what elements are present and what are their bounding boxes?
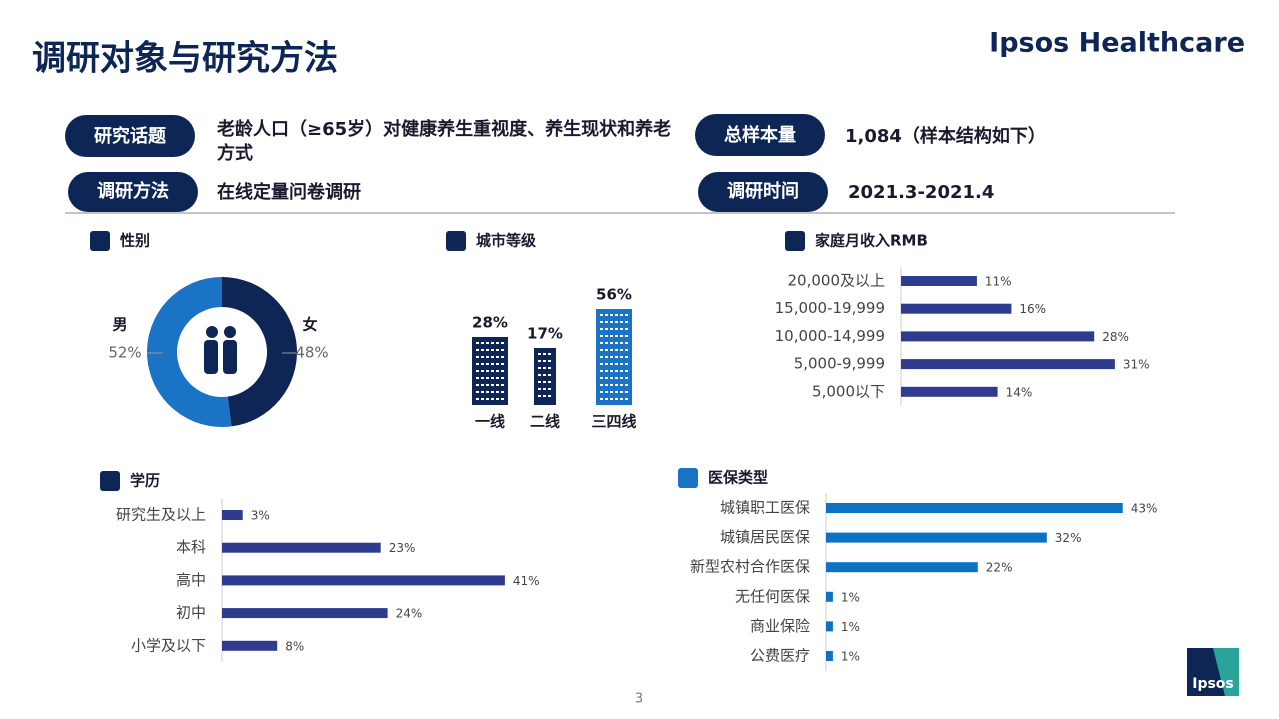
- bar: [222, 608, 388, 619]
- bar: [222, 510, 243, 520]
- bar-category: 5,000以下: [812, 382, 885, 400]
- bar-category: 研究生及以上: [116, 506, 206, 524]
- bar-value-label: 43%: [1131, 502, 1158, 516]
- bar: [222, 542, 381, 553]
- pie-value-label: 48%: [295, 344, 328, 362]
- bar: [826, 621, 833, 632]
- pie-category: 女: [302, 316, 317, 334]
- icon-body: [223, 340, 237, 374]
- bar-category: 城镇职工医保: [720, 499, 810, 517]
- bar: [826, 503, 1123, 513]
- logo-text: Ipsos: [1192, 676, 1234, 692]
- bar-value-label: 3%: [251, 509, 270, 523]
- chart-title: 家庭月收入RMB: [815, 232, 928, 250]
- bar-category: 20,000及以上: [788, 272, 886, 290]
- pictograph-value-label: 28%: [472, 314, 508, 332]
- bar-category: 10,000-14,999: [775, 327, 885, 345]
- info-text: 老龄人口（≥65岁）对健康养生重视度、养生现状和养老方式: [217, 119, 672, 164]
- bar-value-label: 24%: [396, 607, 423, 621]
- bar-category: 城镇居民医保: [720, 528, 810, 546]
- bar-value-label: 28%: [1102, 330, 1129, 344]
- info-pill: [695, 114, 825, 156]
- donut-slice: [147, 277, 232, 427]
- section-icon: [678, 468, 698, 488]
- bar-value-label: 23%: [389, 541, 416, 555]
- bar-value-label: 16%: [1019, 302, 1046, 316]
- bar-category: 高中: [176, 571, 206, 589]
- info-text: 在线定量问卷调研: [217, 181, 361, 203]
- page-number: 3: [635, 692, 643, 707]
- info-label: 总样本量: [724, 124, 796, 146]
- bar-category: 公费医疗: [750, 647, 810, 665]
- bar: [901, 386, 998, 397]
- chart-title: 医保类型: [708, 469, 768, 487]
- bar: [826, 651, 833, 661]
- info-pill: [65, 115, 195, 157]
- bar-value-label: 11%: [985, 275, 1012, 289]
- bar-category: 5,000-9,999: [794, 355, 885, 373]
- bar-value-label: 14%: [1006, 385, 1033, 399]
- donut-slice: [222, 277, 298, 427]
- bar: [222, 575, 505, 586]
- info-text: 1,084（样本结构如下）: [845, 125, 1046, 147]
- pictograph-value-label: 56%: [596, 286, 632, 304]
- bar-value-label: 22%: [986, 561, 1013, 575]
- section-icon: [446, 231, 466, 251]
- bar: [901, 331, 1095, 342]
- pictograph-category: 一线: [475, 413, 505, 431]
- bar: [901, 303, 1012, 314]
- pictograph-value-label: 17%: [527, 325, 563, 343]
- section-icon: [100, 471, 120, 491]
- bar-value-label: 1%: [841, 620, 860, 634]
- bar-category: 小学及以下: [131, 636, 206, 654]
- chart-title: 城市等级: [476, 232, 537, 250]
- chart-title: 学历: [130, 472, 160, 490]
- icon-body: [204, 340, 218, 374]
- building: [534, 348, 556, 405]
- bar-value-label: 1%: [841, 650, 860, 664]
- section-icon: [90, 231, 110, 251]
- pie-category: 男: [112, 316, 127, 334]
- bar-category: 新型农村合作医保: [690, 558, 810, 576]
- slide-title: 调研对象与研究方法: [32, 39, 338, 79]
- info-label: 调研时间: [727, 181, 799, 202]
- section-icon: [785, 231, 805, 251]
- pictograph-category: 二线: [530, 413, 560, 431]
- info-pill: [68, 172, 198, 212]
- bar: [901, 276, 977, 286]
- chart-title: 性别: [120, 232, 150, 250]
- icon-head: [224, 326, 236, 338]
- bar-category: 本科: [176, 538, 206, 556]
- bar-value-label: 8%: [285, 639, 304, 653]
- brand: Ipsos Healthcare: [989, 28, 1245, 59]
- bar-category: 商业保险: [750, 617, 810, 635]
- logo-accent: [1213, 648, 1239, 696]
- bar: [901, 359, 1115, 370]
- info-text: 2021.3-2021.4: [848, 182, 994, 203]
- bar-category: 初中: [176, 604, 206, 622]
- bar: [826, 562, 978, 573]
- icon-head: [206, 326, 218, 338]
- pictograph-category: 三四线: [591, 413, 636, 431]
- info-label: 调研方法: [97, 180, 169, 202]
- info-label: 研究话题: [94, 125, 167, 147]
- bar: [826, 591, 833, 602]
- bar-category: 15,000-19,999: [775, 299, 885, 317]
- bar-value-label: 31%: [1123, 358, 1150, 372]
- pie-value-label: 52%: [108, 344, 141, 362]
- bar: [222, 640, 278, 651]
- bar-category: 无任何医保: [735, 587, 810, 605]
- bar: [826, 532, 1047, 543]
- bar-value-label: 1%: [841, 590, 860, 604]
- info-pill: [698, 172, 828, 212]
- bar-value-label: 41%: [513, 574, 540, 588]
- bar-value-label: 32%: [1055, 531, 1082, 545]
- donut-icon-bg: [179, 309, 265, 395]
